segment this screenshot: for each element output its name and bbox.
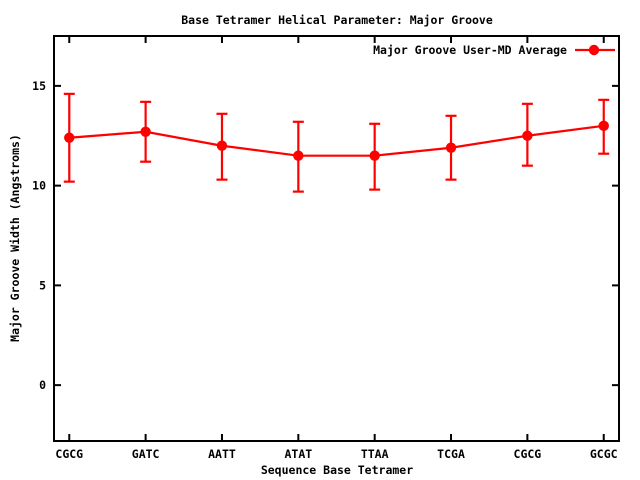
- data-point: [64, 132, 75, 143]
- x-category-label: AATT: [208, 447, 236, 461]
- x-category-label: TTAA: [361, 447, 389, 461]
- x-category-label: CGCG: [55, 447, 83, 461]
- x-category-label: CGCG: [514, 447, 542, 461]
- x-category-label: ATAT: [284, 447, 312, 461]
- data-point: [216, 140, 228, 151]
- x-axis-label: Sequence Base Tetramer: [261, 463, 413, 477]
- x-category-label: GATC: [132, 447, 160, 461]
- data-point: [140, 126, 151, 137]
- plot-border: [53, 35, 620, 442]
- data-point: [598, 120, 609, 131]
- data-point: [293, 150, 304, 161]
- x-category-label: GCGC: [590, 447, 618, 461]
- y-tick-label: 5: [39, 278, 46, 292]
- data-point: [522, 130, 533, 141]
- series-line: [69, 124, 604, 157]
- y-axis-label: Major Groove Width (Angstroms): [8, 134, 22, 342]
- x-category-label: TCGA: [437, 447, 465, 461]
- chart-title: Base Tetramer Helical Parameter: Major G…: [181, 13, 493, 27]
- legend-point-marker: [588, 44, 600, 56]
- data-point: [369, 150, 380, 161]
- plot-generated: 0 5 10 15 CGCG GATC AATT ATAT TTAA TCGA CGCG GCGC: [32, 35, 620, 461]
- data-point: [445, 142, 457, 153]
- y-tick-label: 0: [39, 378, 46, 392]
- y-tick-label: 15: [32, 79, 46, 93]
- legend-label: Major Groove User-MD Average: [373, 43, 567, 57]
- y-tick-label: 10: [32, 179, 46, 193]
